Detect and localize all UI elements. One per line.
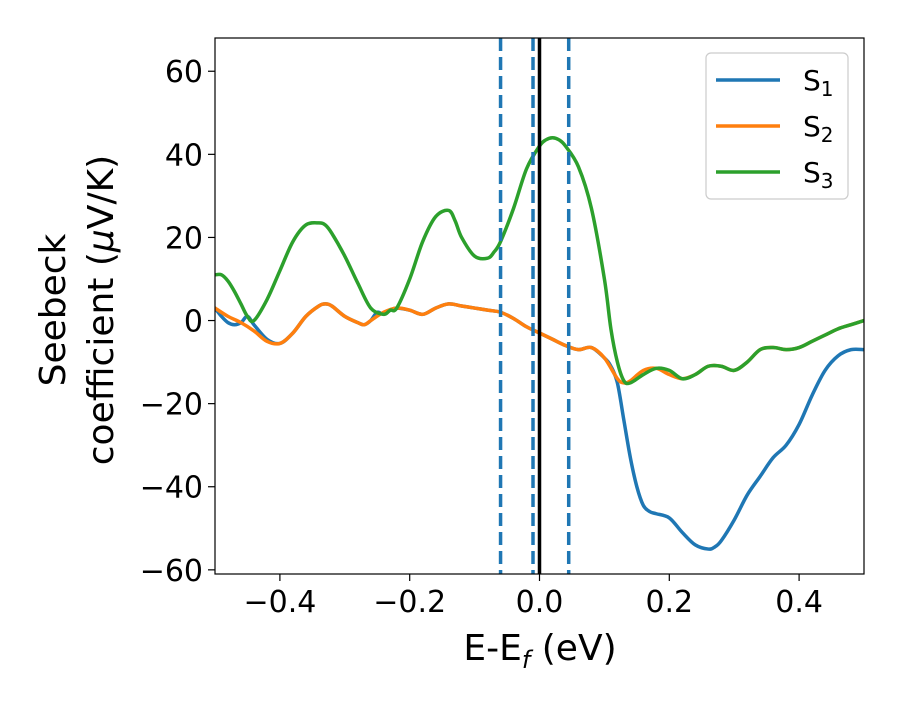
x-axis-title: E-Ef (eV) <box>463 628 616 674</box>
series-line-s3 <box>215 135 864 386</box>
reference-lines <box>498 38 571 574</box>
x-tick-label: −0.4 <box>243 585 316 620</box>
y-tick-label: 0 <box>184 305 203 340</box>
legend-label-s1: S1 <box>803 64 834 101</box>
y-tick-label: −60 <box>140 554 203 589</box>
legend-label-s3: S3 <box>803 156 834 193</box>
y-tick-label: 20 <box>165 221 203 256</box>
y-tick-label: 40 <box>165 138 203 173</box>
y-axis-title: Seebeck coefficient (μV/K) <box>33 155 122 465</box>
legend: S1 S2 S3 <box>705 52 849 200</box>
y-tick-label: −20 <box>140 388 203 423</box>
x-axis-ticks: −0.4 −0.2 0.0 0.2 0.4 <box>243 574 823 620</box>
y-tick-label: 60 <box>165 55 203 90</box>
x-tick-label: −0.2 <box>373 585 446 620</box>
x-tick-label: 0.0 <box>516 585 564 620</box>
x-tick-label: 0.2 <box>645 585 693 620</box>
y-axis-title-line2: coefficient (μV/K) <box>81 155 122 465</box>
y-axis-ticks: −60 −40 −20 0 20 40 60 <box>140 55 215 589</box>
legend-label-s2: S2 <box>803 110 834 147</box>
y-tick-label: −40 <box>140 471 203 506</box>
x-tick-label: 0.4 <box>775 585 823 620</box>
y-axis-title-line1: Seebeck <box>33 233 74 386</box>
